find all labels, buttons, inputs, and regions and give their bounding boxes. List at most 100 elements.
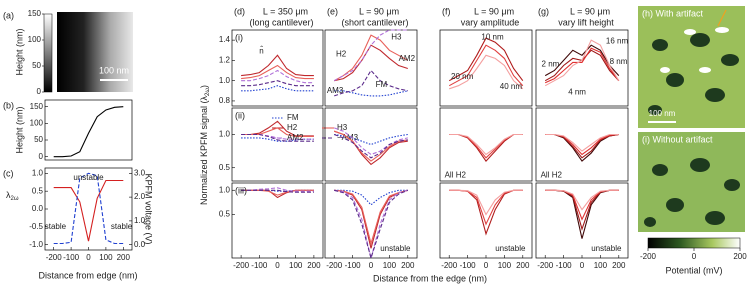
colorbar-tick-label: -200 [640,252,657,261]
x-tick-label: 100 [594,261,608,270]
series-line [334,90,408,97]
annotation: unstable [380,244,411,253]
y-tick-label: 0.5 [32,186,44,195]
y2-tick-label: 2.0 [134,192,146,201]
colorbar-tick-label: 100 [28,35,42,44]
axis-label-part: 2ω [11,196,19,202]
annotation: 4 nm [568,87,586,96]
annotation: All H2 [445,170,467,179]
legend-label: H3 [337,123,348,132]
axis-label: λ2ω [6,190,19,201]
panel-label: (b) [3,100,14,110]
axis-label-part: 2ω [205,88,211,96]
series-line [241,189,314,193]
panel-label: (f) [442,6,451,16]
y-tick-label: 1.2 [219,56,231,65]
x-tick-label: 0 [275,261,280,270]
series-line [241,80,314,87]
y-axis-label: Height (nm) [14,28,24,75]
panel-subtitle: vary amplitude [461,17,520,27]
legend-label: FM [287,113,299,122]
y-tick-label: 0.5 [219,210,231,219]
x-tick-label: 200 [612,261,626,270]
panel-subtitle: (long cantilever) [249,17,313,27]
x-tick-label: -100 [460,261,477,270]
annotation: stable [111,222,133,231]
annotation: unstable [591,244,622,253]
x-tick-label: -100 [63,253,80,262]
x-tick-label: -200 [441,261,458,270]
x-tick-label: 0 [580,261,585,270]
series-line [333,34,409,82]
series-line [241,85,314,92]
annotation: AM3 [327,86,344,95]
potential-image-h [638,6,745,128]
series-line [241,54,314,77]
plot-frame [231,107,324,182]
series-line [53,179,124,242]
series-line [334,127,408,156]
axis-label-part: Normalized KPFM signal (λ [199,96,209,206]
series-line [544,44,620,77]
scale-bar-label: 100 nm [649,109,676,118]
scale-bar-label: 100 nm [99,65,129,75]
x-tick-label: 0 [484,261,489,270]
annotation: n̂ [259,46,263,55]
colorbar-label: Potential (mV) [665,265,722,275]
series-line [334,189,408,249]
x-tick-label: 100 [289,261,303,270]
series-line [334,189,408,259]
axis-label: Normalized KPFM signal (λ2ω) [199,85,210,205]
annotation: H2 [336,49,347,58]
plot-frame [439,107,533,182]
potential-colorbar [647,237,741,249]
y-tick-label: 1.0 [219,76,231,85]
series-line [449,54,524,90]
series-line [334,69,408,97]
series-line [544,47,620,84]
series-line [448,44,524,87]
legend-label: AM2 [287,133,304,142]
panel-label: (a) [3,10,14,20]
annotation: unstable [73,173,104,182]
series-line [333,29,408,82]
series-line [449,189,523,216]
colorbar [43,13,53,93]
colorbar-tick-label: 50 [32,61,41,70]
panel-label: (g) [538,6,549,16]
series-line [449,189,523,236]
plot-frame [231,29,324,107]
series-line [241,69,314,84]
series-line [241,133,314,142]
annotation: 8 nm [610,57,628,66]
y-tick-label: 0 [39,152,44,161]
series-line [334,44,408,82]
series-line [334,189,408,206]
series-line [448,37,524,82]
series-line [241,64,314,80]
panel-title: L = 90 μm [359,6,399,16]
y2-tick-label: 1.0 [134,216,146,225]
series-line [334,189,409,260]
panel-label: (e) [327,6,338,16]
image-title: (h) With artifact [642,8,704,18]
y-tick-label: 1.0 [219,130,231,139]
series-line [545,189,619,239]
series-line [545,189,619,221]
colorbar-tick-label: 0 [692,252,697,261]
y2-tick-label: 0.0 [134,240,146,249]
y2-axis-label: KPFM voltage (V) [144,173,154,244]
y-tick-label: 1.0 [219,185,231,194]
colorbar-tick-label: 150 [28,9,42,18]
colorbar-tick-label: 200 [733,252,747,261]
x-tick-label: 200 [117,253,131,262]
x-axis-label: Distance from edge (nm) [38,270,137,280]
x-tick-label: 200 [401,261,415,270]
panel-title: L = 90 μm [570,6,610,16]
y-tick-label: -1.0 [29,240,43,249]
series-line [544,39,620,87]
annotation: FM [376,80,388,89]
plot-frame [324,29,418,107]
plot-frame [44,99,133,161]
panel-label: (d) [234,6,245,16]
